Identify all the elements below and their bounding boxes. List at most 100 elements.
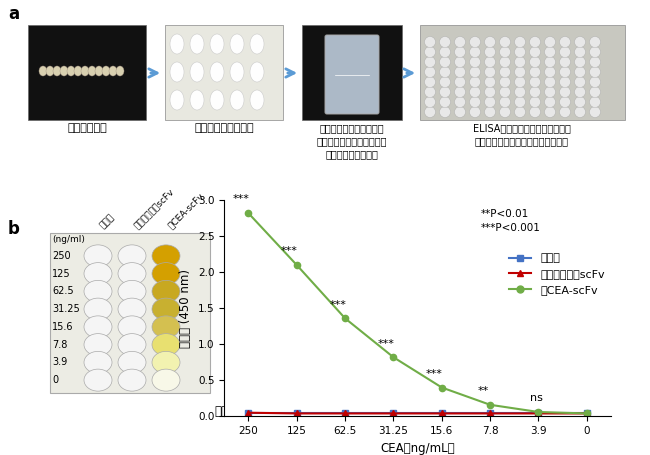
Ellipse shape xyxy=(39,66,47,76)
Text: 野生型: 野生型 xyxy=(98,212,116,230)
Circle shape xyxy=(484,106,495,117)
Circle shape xyxy=(575,56,586,67)
Circle shape xyxy=(484,46,495,57)
Bar xyxy=(50,233,210,393)
Circle shape xyxy=(575,96,586,107)
Circle shape xyxy=(469,86,480,97)
Circle shape xyxy=(515,66,525,77)
Circle shape xyxy=(424,106,436,117)
野生型 xyxy=(534,411,542,416)
Bar xyxy=(165,25,283,120)
Text: ***: *** xyxy=(426,369,443,379)
Ellipse shape xyxy=(210,34,224,54)
Text: 0: 0 xyxy=(52,375,58,385)
Ellipse shape xyxy=(84,298,112,320)
Circle shape xyxy=(575,66,586,77)
コントロールscFv xyxy=(534,411,542,416)
Circle shape xyxy=(499,96,510,107)
Ellipse shape xyxy=(67,66,75,76)
Circle shape xyxy=(590,106,601,117)
Line: 抗CEA-scFv: 抗CEA-scFv xyxy=(245,210,590,417)
Bar xyxy=(302,25,402,120)
Circle shape xyxy=(515,56,525,67)
Circle shape xyxy=(469,66,480,77)
Ellipse shape xyxy=(74,66,82,76)
Circle shape xyxy=(545,56,556,67)
Ellipse shape xyxy=(190,62,204,82)
Ellipse shape xyxy=(84,245,112,267)
Y-axis label: 吸光度 (450 nm): 吸光度 (450 nm) xyxy=(179,269,192,348)
Text: 15.6: 15.6 xyxy=(52,322,73,332)
Text: 組換えカイコ産生繭: 組換えカイコ産生繭 xyxy=(194,123,254,133)
Text: ***: *** xyxy=(330,300,346,310)
X-axis label: CEA（ng/mL）: CEA（ng/mL） xyxy=(380,442,455,455)
Circle shape xyxy=(590,36,601,47)
Circle shape xyxy=(469,96,480,107)
Text: **: ** xyxy=(477,386,489,396)
Ellipse shape xyxy=(84,280,112,303)
コントロールscFv xyxy=(244,410,252,415)
Circle shape xyxy=(499,56,510,67)
Circle shape xyxy=(590,46,601,57)
Bar xyxy=(420,25,625,120)
Ellipse shape xyxy=(170,90,184,110)
抗CEA-scFv xyxy=(583,411,591,416)
野生型 xyxy=(244,411,252,416)
Ellipse shape xyxy=(81,66,89,76)
Ellipse shape xyxy=(60,66,68,76)
Circle shape xyxy=(454,66,465,77)
Circle shape xyxy=(499,106,510,117)
Circle shape xyxy=(499,46,510,57)
Legend: 野生型, コントロールscFv, 抗CEA-scFv: 野生型, コントロールscFv, 抗CEA-scFv xyxy=(504,249,609,299)
Circle shape xyxy=(454,106,465,117)
Circle shape xyxy=(469,46,480,57)
Circle shape xyxy=(484,86,495,97)
Circle shape xyxy=(545,36,556,47)
コントロールscFv xyxy=(341,411,349,416)
Ellipse shape xyxy=(152,245,180,267)
Ellipse shape xyxy=(118,351,146,374)
Ellipse shape xyxy=(118,369,146,391)
Circle shape xyxy=(575,86,586,97)
Circle shape xyxy=(530,76,541,87)
FancyBboxPatch shape xyxy=(325,35,379,114)
Circle shape xyxy=(439,86,450,97)
Ellipse shape xyxy=(118,263,146,285)
Text: 7.8: 7.8 xyxy=(52,339,68,349)
Circle shape xyxy=(454,46,465,57)
Circle shape xyxy=(439,76,450,87)
Circle shape xyxy=(590,66,601,77)
Circle shape xyxy=(439,96,450,107)
Circle shape xyxy=(484,76,495,87)
Circle shape xyxy=(575,106,586,117)
Circle shape xyxy=(560,86,571,97)
野生型 xyxy=(583,411,591,416)
Circle shape xyxy=(590,86,601,97)
Circle shape xyxy=(424,76,436,87)
Ellipse shape xyxy=(152,316,180,338)
Ellipse shape xyxy=(152,298,180,320)
Ellipse shape xyxy=(152,263,180,285)
抗CEA-scFv xyxy=(341,316,349,321)
Ellipse shape xyxy=(190,90,204,110)
Circle shape xyxy=(424,36,436,47)
Text: 抗CEA-scFv: 抗CEA-scFv xyxy=(166,191,205,230)
Ellipse shape xyxy=(230,62,244,82)
Text: b: b xyxy=(8,220,20,238)
Circle shape xyxy=(590,76,601,87)
Ellipse shape xyxy=(84,263,112,285)
Circle shape xyxy=(454,76,465,87)
コントロールscFv xyxy=(486,411,494,416)
Ellipse shape xyxy=(170,62,184,82)
Circle shape xyxy=(545,76,556,87)
Ellipse shape xyxy=(53,66,61,76)
Ellipse shape xyxy=(102,66,110,76)
Ellipse shape xyxy=(230,90,244,110)
Ellipse shape xyxy=(152,280,180,303)
Circle shape xyxy=(424,56,436,67)
Text: (ng/ml): (ng/ml) xyxy=(52,235,85,244)
Circle shape xyxy=(560,36,571,47)
Circle shape xyxy=(499,76,510,87)
Circle shape xyxy=(439,106,450,117)
Ellipse shape xyxy=(84,369,112,391)
